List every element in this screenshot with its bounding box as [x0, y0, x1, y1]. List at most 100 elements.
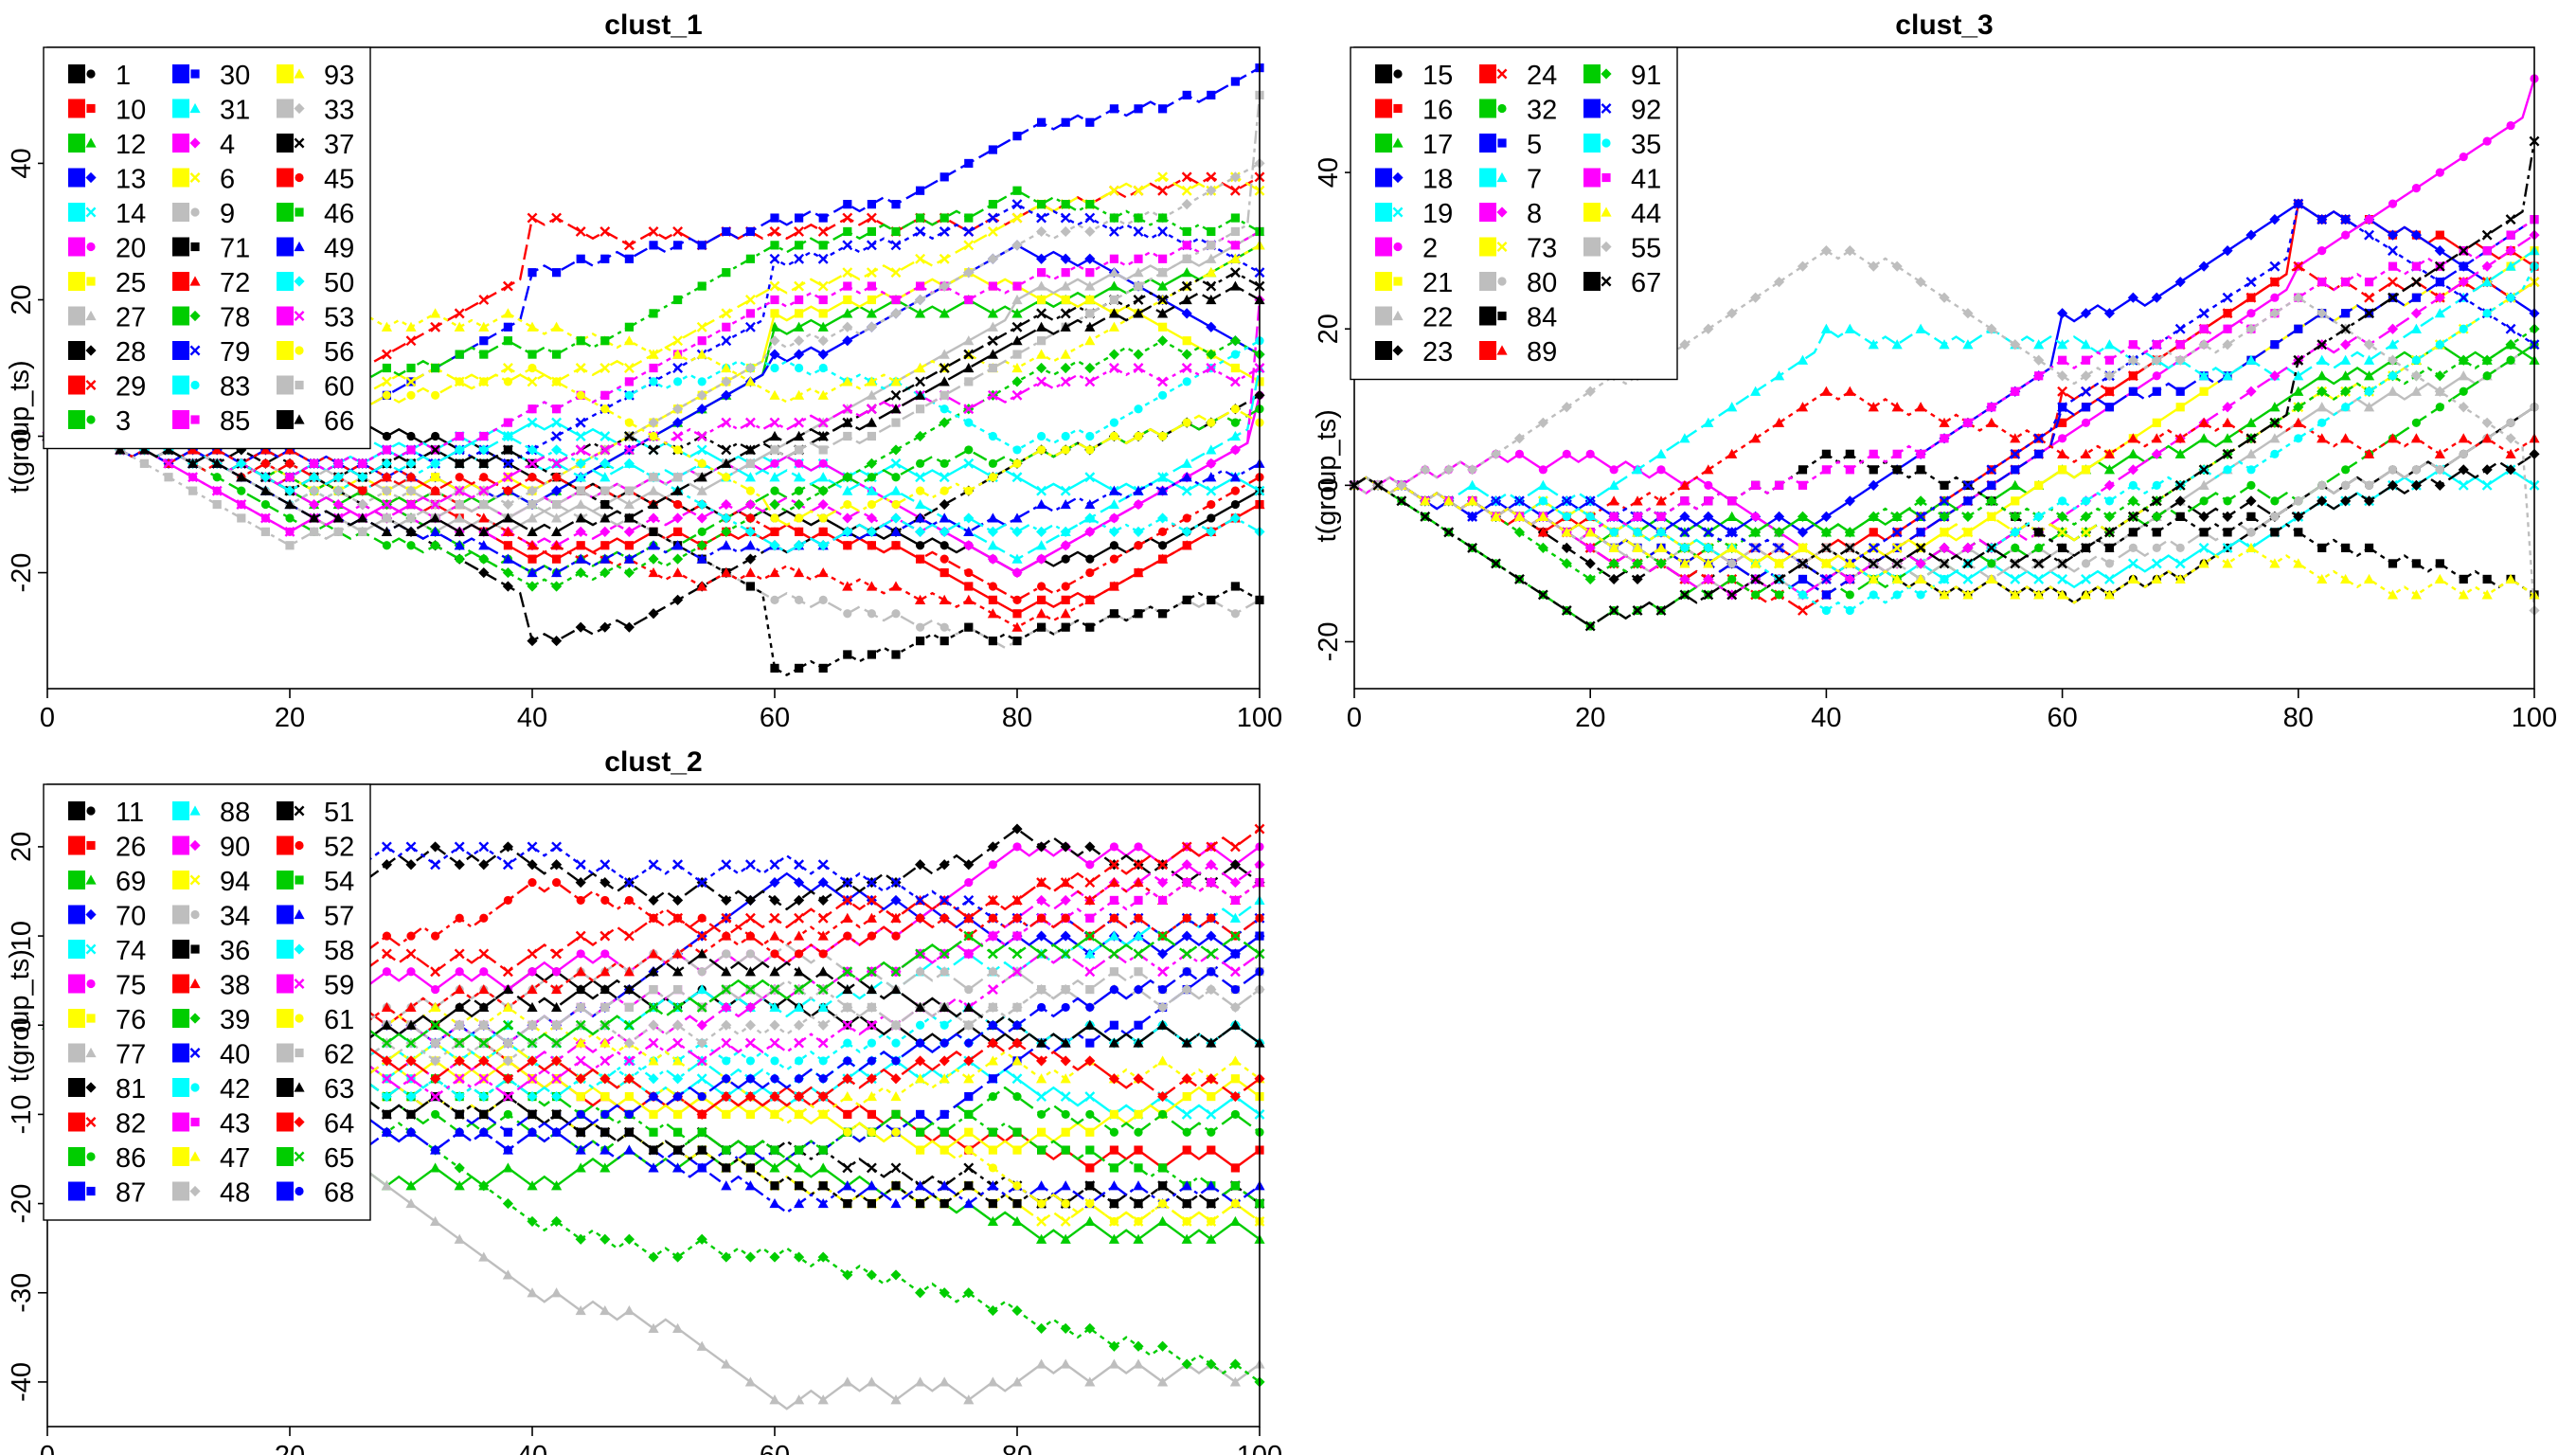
- data-point: [1060, 1091, 1071, 1103]
- data-point: [1108, 321, 1119, 332]
- data-point: [795, 513, 804, 523]
- data-point: [551, 1287, 563, 1298]
- data-point: [891, 1109, 901, 1120]
- data-point: [2388, 371, 2398, 381]
- legend-marker: [189, 172, 201, 183]
- legend-swatch: [1583, 64, 1601, 83]
- data-point: [1963, 418, 1973, 427]
- legend-label: 50: [324, 268, 354, 298]
- data-point: [2435, 168, 2444, 177]
- data-point: [1060, 876, 1071, 888]
- legend-label: 20: [116, 234, 146, 264]
- data-point: [2151, 495, 2162, 507]
- data-point: [721, 389, 732, 401]
- data-point: [1608, 573, 1619, 585]
- data-point: [1229, 966, 1241, 978]
- data-point: [599, 1073, 611, 1085]
- data-point: [1420, 464, 1431, 476]
- data-point: [916, 1109, 925, 1120]
- data-point: [382, 541, 391, 550]
- data-point: [1134, 967, 1143, 977]
- data-point: [1060, 349, 1071, 359]
- data-point: [2081, 403, 2091, 412]
- data-point: [552, 404, 562, 414]
- data-point: [1206, 267, 1217, 278]
- data-point: [551, 321, 563, 332]
- data-point: [1011, 823, 1023, 835]
- legend-swatch: [68, 99, 85, 118]
- data-point: [2080, 370, 2092, 382]
- data-point: [188, 472, 199, 483]
- data-point: [1134, 431, 1143, 441]
- data-point: [454, 1073, 465, 1085]
- data-point: [964, 949, 974, 959]
- data-point: [2435, 559, 2444, 568]
- data-point: [2246, 309, 2256, 318]
- data-point: [672, 335, 684, 347]
- data-point: [1133, 1198, 1144, 1210]
- data-point: [430, 499, 441, 510]
- data-point: [1109, 431, 1118, 441]
- data-point: [1868, 573, 1879, 584]
- data-point: [2127, 448, 2138, 458]
- data-point: [1157, 376, 1169, 387]
- data-point: [1727, 574, 1737, 584]
- series-group: [1349, 74, 2540, 632]
- data-point: [1181, 859, 1192, 871]
- y-tick-label: -20: [1314, 622, 1344, 662]
- data-point: [1012, 636, 1022, 646]
- data-point: [818, 363, 828, 373]
- data-point: [381, 1001, 392, 1013]
- data-point: [1704, 543, 1713, 552]
- data-point: [1679, 573, 1690, 585]
- legend-label: 33: [324, 96, 354, 126]
- data-point: [2434, 260, 2445, 272]
- data-point: [1084, 841, 1096, 853]
- data-point: [1181, 485, 1192, 496]
- data-point: [478, 1073, 490, 1085]
- data-point: [600, 499, 610, 510]
- data-point: [502, 363, 513, 373]
- data-point: [528, 1020, 537, 1030]
- data-point: [1133, 526, 1144, 537]
- data-point: [259, 512, 271, 524]
- data-point: [2340, 433, 2352, 443]
- legend-swatch: [1479, 134, 1496, 153]
- data-point: [1182, 336, 1191, 346]
- data-point: [405, 948, 417, 960]
- legend-marker: [1601, 68, 1612, 80]
- data-point: [915, 294, 926, 306]
- data-point: [2198, 479, 2209, 490]
- data-point: [649, 984, 658, 995]
- data-point: [164, 473, 173, 482]
- data-point: [2269, 214, 2281, 225]
- data-point: [744, 540, 756, 550]
- data-point: [2482, 246, 2492, 256]
- data-point: [503, 1109, 513, 1120]
- data-point: [2505, 433, 2516, 444]
- data-point: [2410, 479, 2422, 491]
- data-point: [599, 444, 611, 456]
- data-point: [817, 1037, 829, 1049]
- data-point: [478, 295, 490, 305]
- data-point: [1537, 511, 1548, 521]
- data-point: [1036, 498, 1047, 510]
- data-point: [1962, 479, 1974, 491]
- data-point: [795, 309, 804, 318]
- data-point: [1061, 595, 1070, 604]
- data-point: [382, 513, 391, 523]
- data-point: [987, 226, 998, 237]
- data-point: [2011, 496, 2020, 506]
- data-point: [1134, 1216, 1143, 1227]
- data-point: [770, 595, 779, 604]
- data-point: [527, 512, 538, 523]
- data-point: [455, 350, 464, 359]
- data-point: [1229, 1019, 1241, 1030]
- data-point: [2459, 261, 2468, 271]
- legend-label: 24: [1527, 61, 1557, 91]
- data-point: [1703, 527, 1714, 538]
- data-point: [891, 1038, 901, 1048]
- data-point: [455, 967, 464, 977]
- data-point: [575, 458, 586, 469]
- data-point: [430, 308, 441, 318]
